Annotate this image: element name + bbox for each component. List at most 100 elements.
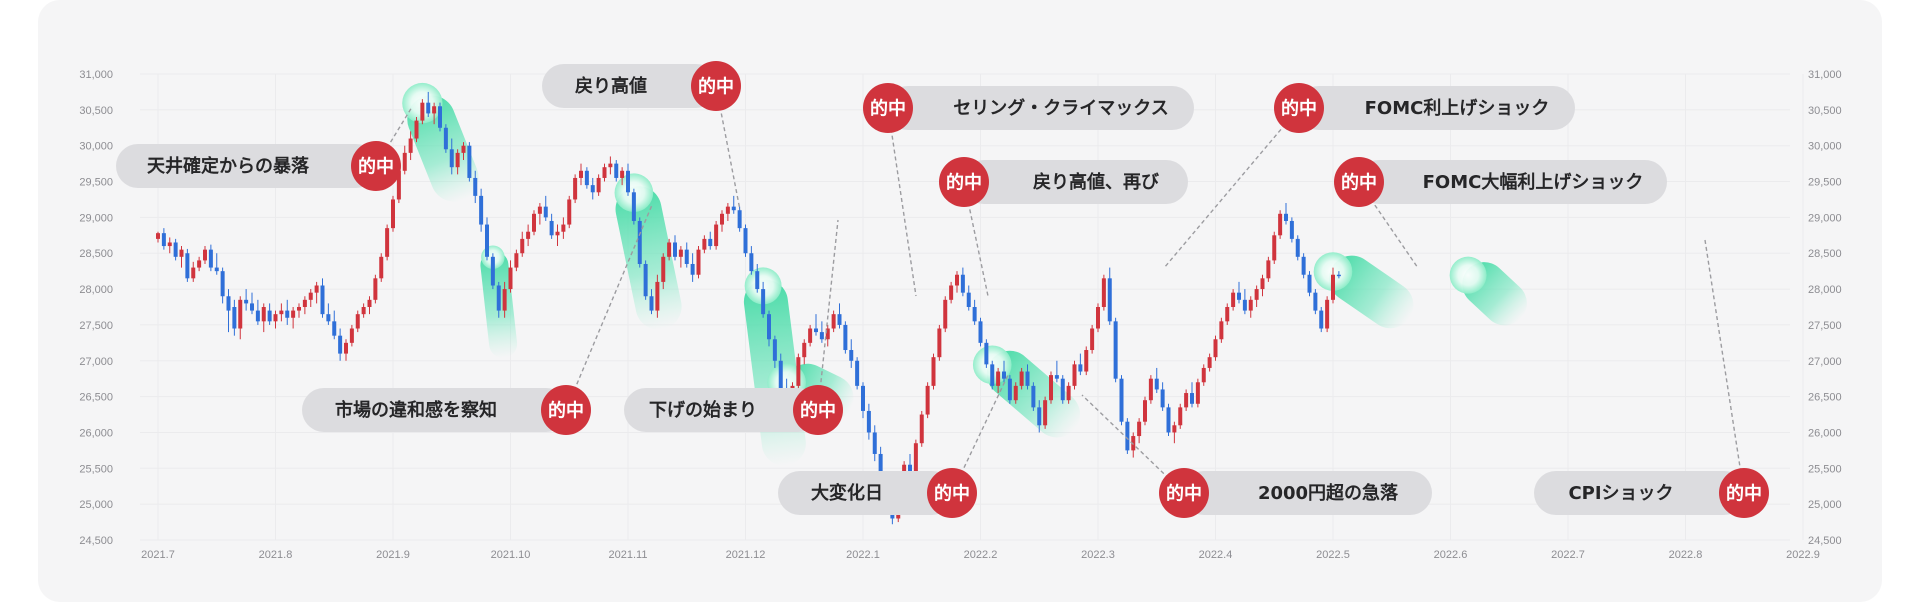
callout-pill (778, 471, 954, 515)
hit-badge (1274, 83, 1324, 133)
candle-body (814, 328, 818, 333)
candle-body (326, 314, 331, 322)
y-axis-left: 31,000 30,500 30,000 29,500 29,000 28,500 28,0… (79, 69, 113, 547)
x-tick: 2022.2 (964, 549, 998, 561)
y-tick-right: 29,500 (1808, 177, 1842, 189)
y-tick-left: 24,500 (79, 535, 113, 547)
candle-body (302, 299, 307, 307)
candle-body (1242, 299, 1247, 311)
candle-body (1313, 292, 1318, 311)
candle-body (1002, 371, 1006, 379)
candle-body (943, 299, 948, 329)
hit-badge (1159, 468, 1209, 518)
candle-body (1090, 328, 1095, 351)
candle-body (1178, 407, 1183, 426)
candle-body (479, 195, 484, 225)
candle-body (990, 364, 995, 386)
hit-badge (793, 385, 843, 435)
candle-body (355, 314, 360, 329)
candle-body (496, 285, 501, 311)
candle-body (308, 292, 313, 300)
callout-pill (116, 144, 378, 188)
hit-badge (927, 468, 977, 518)
candle-body (543, 206, 548, 218)
candle-body (1160, 389, 1165, 408)
y-tick-right: 24,500 (1808, 535, 1842, 547)
candle-body (590, 185, 595, 193)
candle-body (279, 310, 284, 315)
candle-body (1266, 260, 1271, 279)
candle-body (1101, 278, 1106, 307)
candle-body (1207, 357, 1212, 368)
candle-body (749, 253, 754, 272)
y-tick-left: 28,500 (79, 248, 113, 260)
candle-body (443, 127, 448, 150)
x-tick: 2021.7 (141, 549, 175, 561)
y-tick-left: 25,500 (79, 463, 113, 475)
candle-body (872, 432, 877, 454)
candle-body (1272, 235, 1277, 261)
hit-badge-text: 的中 (1726, 483, 1762, 505)
candle-body (731, 206, 736, 211)
candle-body (414, 120, 419, 139)
callout-pill (1297, 86, 1575, 130)
candle-body (1113, 321, 1118, 379)
candle-body (720, 213, 724, 225)
x-tick: 2022.1 (846, 549, 880, 561)
candle-body (1248, 299, 1253, 311)
candle-body (931, 357, 936, 386)
callout-label: 市場の違和感を察知 (335, 399, 497, 421)
candle-body (1284, 213, 1288, 221)
x-tick: 2022.8 (1669, 549, 1703, 561)
candle-body (584, 170, 589, 186)
candle-body (1213, 339, 1218, 358)
callout: 2000円超の急落 的中 (1159, 468, 1432, 518)
candle-body (837, 314, 842, 325)
callout-leader (817, 219, 839, 411)
candle-body (596, 177, 601, 193)
candle-body (1107, 278, 1112, 322)
candle-body (866, 410, 871, 433)
candle-body (332, 321, 337, 336)
hit-badge-text: 的中 (934, 483, 970, 505)
candle-body (291, 310, 296, 318)
hit-badge (541, 385, 591, 435)
hit-badge-text: 的中 (548, 400, 584, 422)
callout: CPIショック 的中 (1534, 468, 1769, 518)
candle-body (714, 224, 719, 247)
candle-body (637, 220, 642, 264)
y-tick-right: 28,000 (1808, 284, 1842, 296)
x-tick: 2022.4 (1199, 549, 1233, 561)
candle-body (1007, 378, 1012, 401)
candle-body (549, 220, 554, 236)
candle-body (772, 339, 777, 361)
candle-body (966, 292, 971, 307)
candle-body (702, 238, 707, 250)
candle-body (1201, 367, 1206, 383)
highlight-band (1313, 252, 1414, 329)
candle-body (1166, 407, 1171, 433)
hit-badge (863, 83, 913, 133)
hit-badge (1334, 157, 1384, 207)
hit-badge-text: 的中 (358, 156, 394, 178)
candle-body (649, 296, 654, 311)
callout: 戻り高値 的中 (542, 61, 741, 111)
candle-body (1325, 299, 1330, 329)
candle-body (802, 342, 807, 358)
candle-body (767, 314, 771, 340)
candle-body (167, 242, 172, 247)
callout-pill (1357, 160, 1667, 204)
candle-body (179, 249, 184, 257)
candle-body (1078, 364, 1083, 372)
candle-body (796, 357, 801, 386)
y-tick-right: 31,000 (1808, 69, 1842, 81)
candle-body (408, 138, 413, 153)
candle-body (1084, 350, 1089, 372)
candle-body (913, 443, 918, 480)
candle-body (438, 106, 442, 128)
hit-badge (351, 141, 401, 191)
candle-body (984, 342, 989, 365)
candle-body (878, 453, 883, 483)
candle-body (338, 335, 343, 354)
